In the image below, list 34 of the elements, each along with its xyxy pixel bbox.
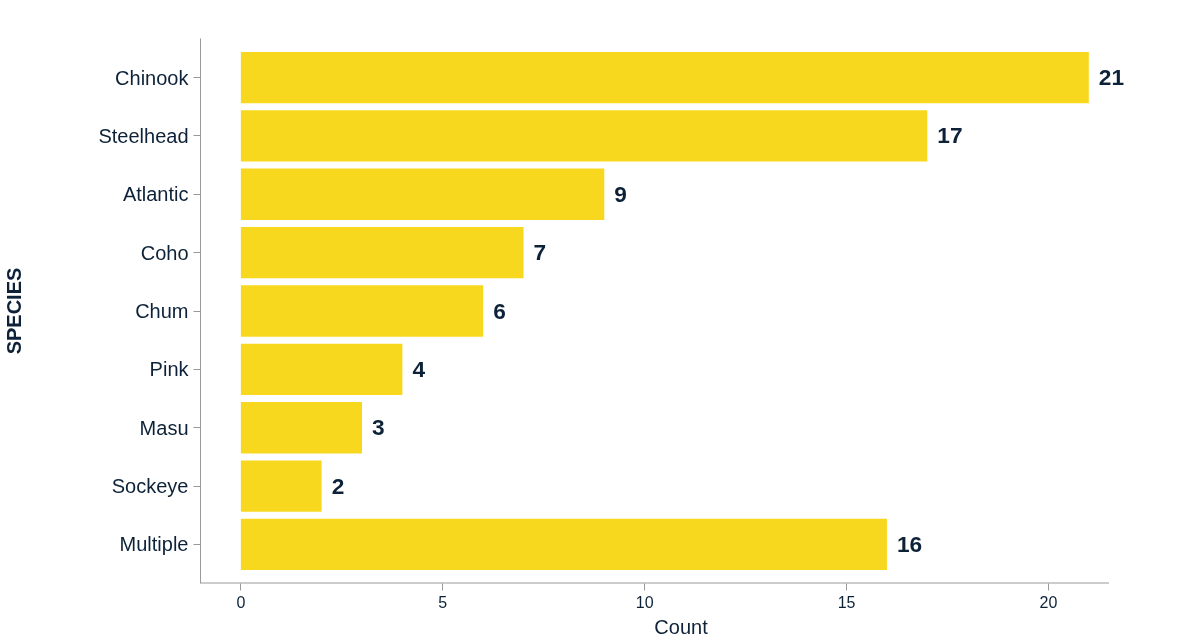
bar xyxy=(240,285,484,337)
bar xyxy=(240,460,322,512)
data-label: 3 xyxy=(372,414,385,441)
data-label: 17 xyxy=(937,122,963,149)
y-tick-label: Chinook xyxy=(115,66,190,89)
x-tick-label: 0 xyxy=(236,593,246,611)
y-tick-label: Chum xyxy=(135,300,189,322)
bar xyxy=(240,402,363,454)
y-tick-label: Multiple xyxy=(119,533,189,556)
bar xyxy=(240,518,887,571)
y-axis-title: SPECIES xyxy=(3,267,26,355)
y-tick-label: Pink xyxy=(149,358,190,381)
data-label: 4 xyxy=(412,355,426,382)
bar xyxy=(240,110,928,162)
y-tick-label: Sockeye xyxy=(111,475,189,498)
x-tick-label: 20 xyxy=(1039,593,1058,611)
data-label: 2 xyxy=(331,472,345,499)
y-tick-label: Coho xyxy=(140,241,189,264)
bar xyxy=(240,226,524,279)
x-tick-label: 10 xyxy=(635,593,654,611)
data-label: 7 xyxy=(533,239,547,266)
data-label: 6 xyxy=(493,297,506,324)
x-tick-label: 5 xyxy=(438,593,448,611)
bar xyxy=(240,168,605,220)
y-tick-label: Steelhead xyxy=(98,124,189,147)
y-tick-label: Atlantic xyxy=(122,183,189,206)
x-tick-label: 15 xyxy=(837,593,856,611)
data-label: 9 xyxy=(614,180,627,207)
bar xyxy=(240,51,1089,104)
data-label: 16 xyxy=(896,530,923,557)
bar xyxy=(240,343,403,396)
y-tick-label: Masu xyxy=(139,416,189,439)
data-label: 21 xyxy=(1098,64,1125,91)
x-axis-title: Count xyxy=(654,615,709,638)
